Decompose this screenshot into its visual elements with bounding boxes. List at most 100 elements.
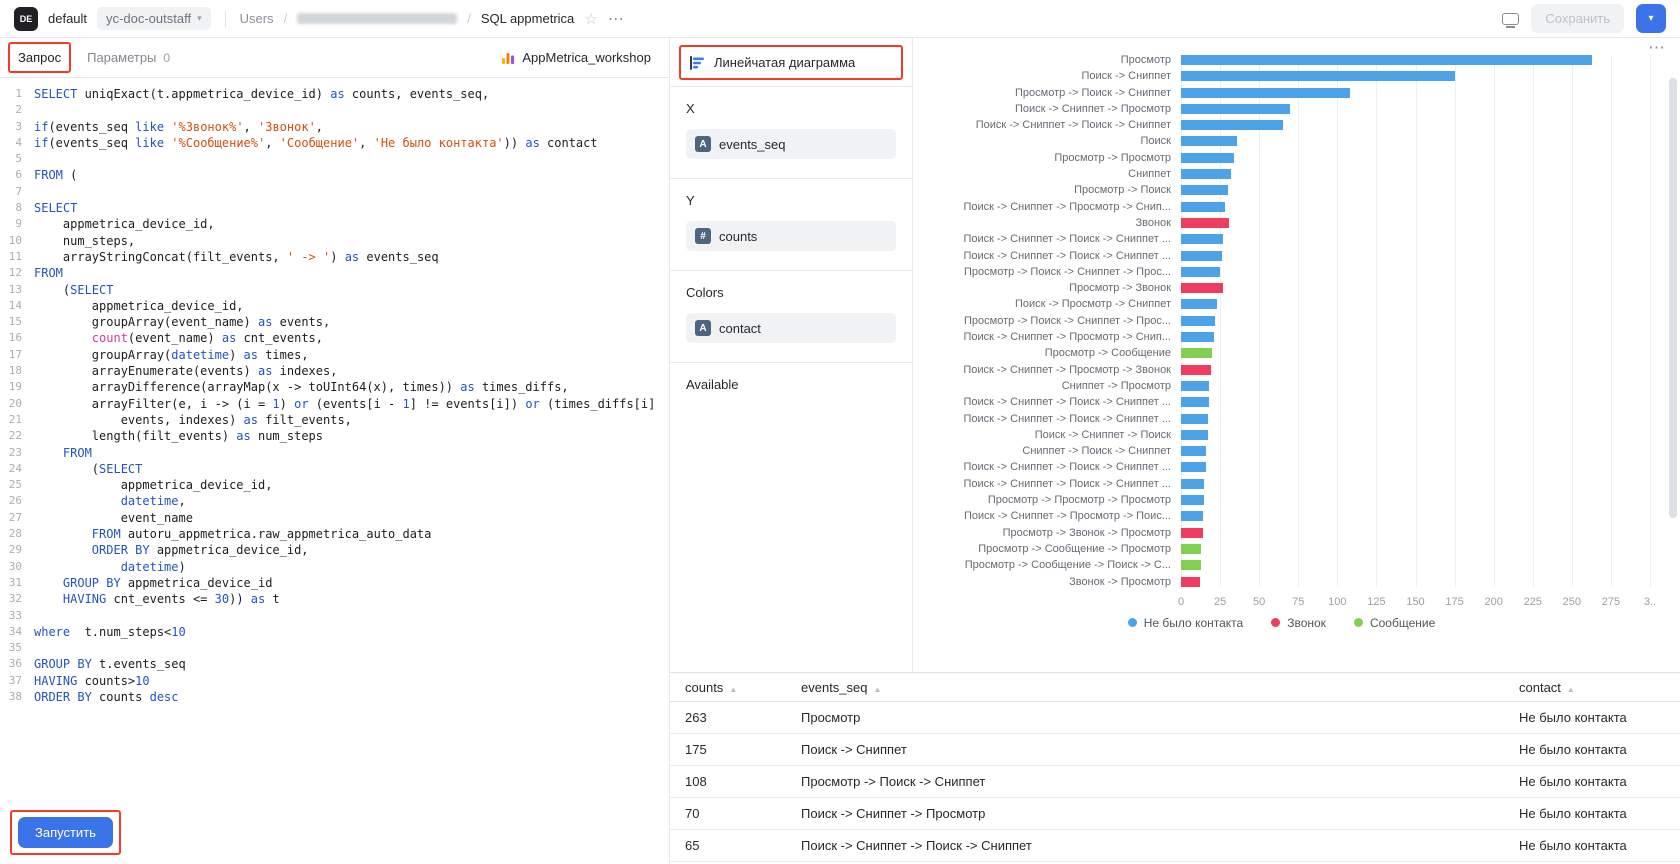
more-actions-icon[interactable]: ⋯	[607, 10, 625, 28]
code-line[interactable]: 25 appmetrica_device_id,	[0, 477, 669, 493]
code-line[interactable]: 29 ORDER BY appmetrica_device_id,	[0, 542, 669, 558]
legend-item[interactable]: Не было контакта	[1127, 616, 1243, 630]
table-header-cell-contact[interactable]: contact ▲	[1519, 680, 1680, 695]
code-line[interactable]: 31 GROUP BY appmetrica_device_id	[0, 575, 669, 591]
code-line[interactable]: 26 datetime,	[0, 493, 669, 509]
code-line[interactable]: 19 arrayDifference(arrayMap(x -> toUInt6…	[0, 379, 669, 395]
bar[interactable]	[1181, 103, 1291, 114]
bar[interactable]	[1181, 332, 1214, 343]
chart-menu-icon[interactable]: ⋯	[1648, 38, 1666, 57]
code-line[interactable]: 36 GROUP BY t.events_seq	[0, 656, 669, 672]
bar[interactable]	[1181, 413, 1208, 424]
code-line[interactable]: 10 num_steps,	[0, 233, 669, 249]
code-line[interactable]: 6 FROM (	[0, 167, 669, 183]
code-line[interactable]: 9 appmetrica_device_id,	[0, 216, 669, 232]
code-line[interactable]: 2	[0, 102, 669, 118]
code-line[interactable]: 34 where t.num_steps<10	[0, 624, 669, 640]
bar[interactable]	[1181, 152, 1235, 163]
field-pill-counts[interactable]: # counts	[686, 221, 896, 251]
tab-parameters[interactable]: Параметры 0	[87, 50, 170, 65]
folder-selector[interactable]: yc-doc-outstaff ▾	[97, 7, 211, 30]
connection-selector[interactable]: AppMetrica_workshop	[501, 50, 651, 65]
bar[interactable]	[1181, 136, 1238, 147]
legend-item[interactable]: Звонок	[1271, 616, 1326, 630]
bar[interactable]	[1181, 511, 1203, 522]
bar[interactable]	[1181, 495, 1205, 506]
bar[interactable]	[1181, 527, 1203, 538]
code-line[interactable]: 15 groupArray(event_name) as events,	[0, 314, 669, 330]
code-line[interactable]: 4 if(events_seq like '%Сообщение%', 'Сооб…	[0, 135, 669, 151]
code-line[interactable]: 16 count(event_name) as cnt_events,	[0, 330, 669, 346]
service-logo[interactable]: DE	[14, 6, 38, 31]
code-line[interactable]: 14 appmetrica_device_id,	[0, 298, 669, 314]
bar[interactable]	[1181, 429, 1208, 440]
bar[interactable]	[1181, 478, 1205, 489]
display-icon[interactable]	[1502, 12, 1520, 28]
bar[interactable]	[1181, 250, 1222, 261]
favorite-star-icon[interactable]: ☆	[584, 10, 598, 28]
code-line[interactable]: 22 length(filt_events) as num_steps	[0, 428, 669, 444]
code-line[interactable]: 32 HAVING cnt_events <= 30)) as t	[0, 591, 669, 607]
bar[interactable]	[1181, 120, 1283, 131]
bar[interactable]	[1181, 576, 1200, 587]
bar[interactable]	[1181, 397, 1210, 408]
bar[interactable]	[1181, 348, 1213, 359]
code-line[interactable]: 3 if(events_seq like '%Звонок%', 'Звонок'…	[0, 119, 669, 135]
chart-scrollbar[interactable]	[1669, 78, 1677, 518]
chart-type-selector[interactable]: Линейчатая диаграмма	[681, 48, 901, 77]
code-line[interactable]: 13 (SELECT	[0, 282, 669, 298]
code-line[interactable]: 27 event_name	[0, 510, 669, 526]
code-line[interactable]: 18 arrayEnumerate(events) as indexes,	[0, 363, 669, 379]
bar[interactable]	[1181, 185, 1228, 196]
bar[interactable]	[1181, 169, 1232, 180]
bar[interactable]	[1181, 283, 1224, 294]
save-button[interactable]: Сохранить	[1531, 4, 1624, 33]
code-line[interactable]: 37 HAVING counts>10	[0, 673, 669, 689]
code-line[interactable]: 11 arrayStringConcat(filt_events, ' -> '…	[0, 249, 669, 265]
code-line[interactable]: 35	[0, 640, 669, 656]
bar[interactable]	[1181, 71, 1455, 82]
code-line[interactable]: 38 ORDER BY counts desc	[0, 689, 669, 705]
bar[interactable]	[1181, 266, 1221, 277]
breadcrumb-users[interactable]: Users	[239, 11, 274, 26]
table-header-cell-events_seq[interactable]: events_seq ▲	[787, 680, 1519, 695]
code-line[interactable]: 12 FROM	[0, 265, 669, 281]
bar[interactable]	[1181, 364, 1211, 375]
bar[interactable]	[1181, 299, 1217, 310]
sort-icon[interactable]: ▲	[873, 684, 882, 694]
save-dropdown-button[interactable]: ▾	[1636, 4, 1666, 33]
code-line[interactable]: 20 arrayFilter(e, i -> (i = 1) or (event…	[0, 396, 669, 412]
bar[interactable]	[1181, 380, 1210, 391]
sort-icon[interactable]: ▲	[729, 684, 738, 694]
breadcrumb-user-blurred[interactable]	[297, 13, 458, 24]
bar[interactable]	[1181, 201, 1225, 212]
bar[interactable]	[1181, 543, 1202, 554]
bar[interactable]	[1181, 560, 1202, 571]
code-line[interactable]: 30 datetime)	[0, 559, 669, 575]
code-line[interactable]: 7	[0, 184, 669, 200]
bar[interactable]	[1181, 217, 1230, 228]
legend-item[interactable]: Сообщение	[1353, 616, 1435, 630]
table-header-cell-counts[interactable]: counts ▲	[670, 680, 787, 695]
code-line[interactable]: 1 SELECT uniqExact(t.appmetrica_device_id…	[0, 86, 669, 102]
code-line[interactable]: 5	[0, 151, 669, 167]
code-line[interactable]: 28 FROM autoru_appmetrica.raw_appmetrica…	[0, 526, 669, 542]
code-line[interactable]: 24 (SELECT	[0, 461, 669, 477]
code-line[interactable]: 33	[0, 608, 669, 624]
bar[interactable]	[1181, 315, 1216, 326]
code-line[interactable]: 8 SELECT	[0, 200, 669, 216]
code-line[interactable]: 21 events, indexes) as filt_events,	[0, 412, 669, 428]
bar[interactable]	[1181, 234, 1224, 245]
code-line[interactable]: 23 FROM	[0, 445, 669, 461]
tab-query[interactable]: Запрос	[8, 42, 72, 73]
sort-icon[interactable]: ▲	[1566, 684, 1575, 694]
bar[interactable]	[1181, 55, 1593, 65]
bar[interactable]	[1181, 446, 1206, 457]
sql-code-editor[interactable]: 1 SELECT uniqExact(t.appmetrica_device_id…	[0, 78, 669, 864]
run-query-button[interactable]: Запустить	[18, 817, 113, 848]
bar[interactable]	[1181, 462, 1206, 473]
bar[interactable]	[1181, 87, 1350, 98]
code-line[interactable]: 17 groupArray(datetime) as times,	[0, 347, 669, 363]
